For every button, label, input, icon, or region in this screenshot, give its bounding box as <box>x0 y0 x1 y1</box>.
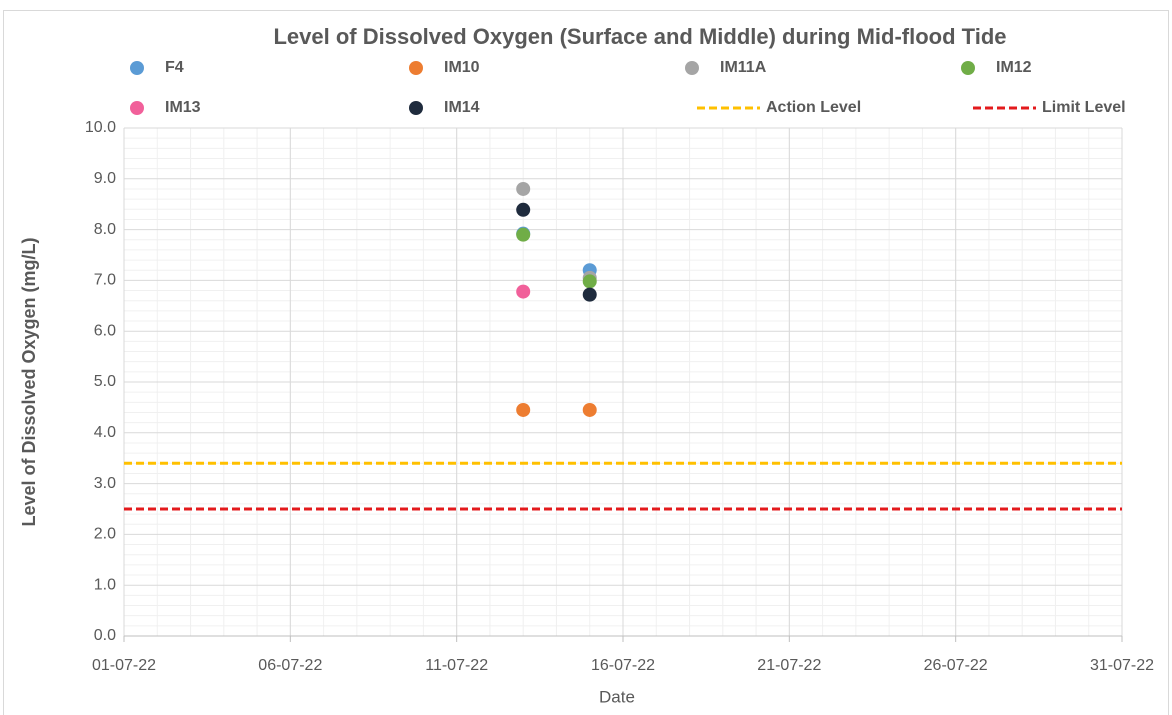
y-tick-label: 2.0 <box>94 526 116 543</box>
x-tick-label: 26-07-22 <box>924 657 988 674</box>
chart-title: Level of Dissolved Oxygen (Surface and M… <box>273 24 1006 49</box>
legend-marker <box>685 61 699 75</box>
y-tick-label: 3.0 <box>94 475 116 492</box>
x-tick-label: 16-07-22 <box>591 657 655 674</box>
y-tick-label: 7.0 <box>94 272 116 289</box>
data-point <box>516 181 531 196</box>
legend-marker <box>961 61 975 75</box>
x-axis-label: Date <box>599 687 635 706</box>
legend-label: IM12 <box>996 59 1032 76</box>
data-point <box>582 402 597 417</box>
legend-label: IM11A <box>720 59 767 76</box>
x-tick-label: 11-07-22 <box>425 657 488 674</box>
legend-marker <box>409 61 423 75</box>
x-tick-label: 21-07-22 <box>757 657 821 674</box>
legend-label: IM13 <box>165 99 201 116</box>
x-tick-label: 31-07-22 <box>1090 657 1154 674</box>
legend-marker <box>409 101 423 115</box>
y-axis-label: Level of Dissolved Oxygen (mg/L) <box>19 237 39 526</box>
legend-label: IM10 <box>444 59 480 76</box>
data-point <box>516 227 531 242</box>
x-tick-label: 06-07-22 <box>258 657 322 674</box>
y-tick-label: 1.0 <box>94 576 116 593</box>
legend-label: IM14 <box>444 99 480 116</box>
y-tick-label: 9.0 <box>94 170 116 187</box>
y-tick-label: 5.0 <box>94 373 116 390</box>
legend-label: Limit Level <box>1042 99 1126 116</box>
data-point <box>582 287 597 302</box>
y-tick-label: 10.0 <box>85 119 116 136</box>
data-point <box>516 284 531 299</box>
y-tick-label: 8.0 <box>94 221 116 238</box>
y-tick-label: 0.0 <box>94 627 116 644</box>
data-point <box>516 402 531 417</box>
legend-marker <box>130 61 144 75</box>
y-tick-label: 6.0 <box>94 322 116 339</box>
legend-label: Action Level <box>766 99 861 116</box>
x-tick-label: 01-07-22 <box>92 657 156 674</box>
legend-marker <box>130 101 144 115</box>
y-tick-label: 4.0 <box>94 424 116 441</box>
data-point <box>582 274 597 289</box>
data-point <box>516 202 531 217</box>
legend-label: F4 <box>165 59 184 76</box>
